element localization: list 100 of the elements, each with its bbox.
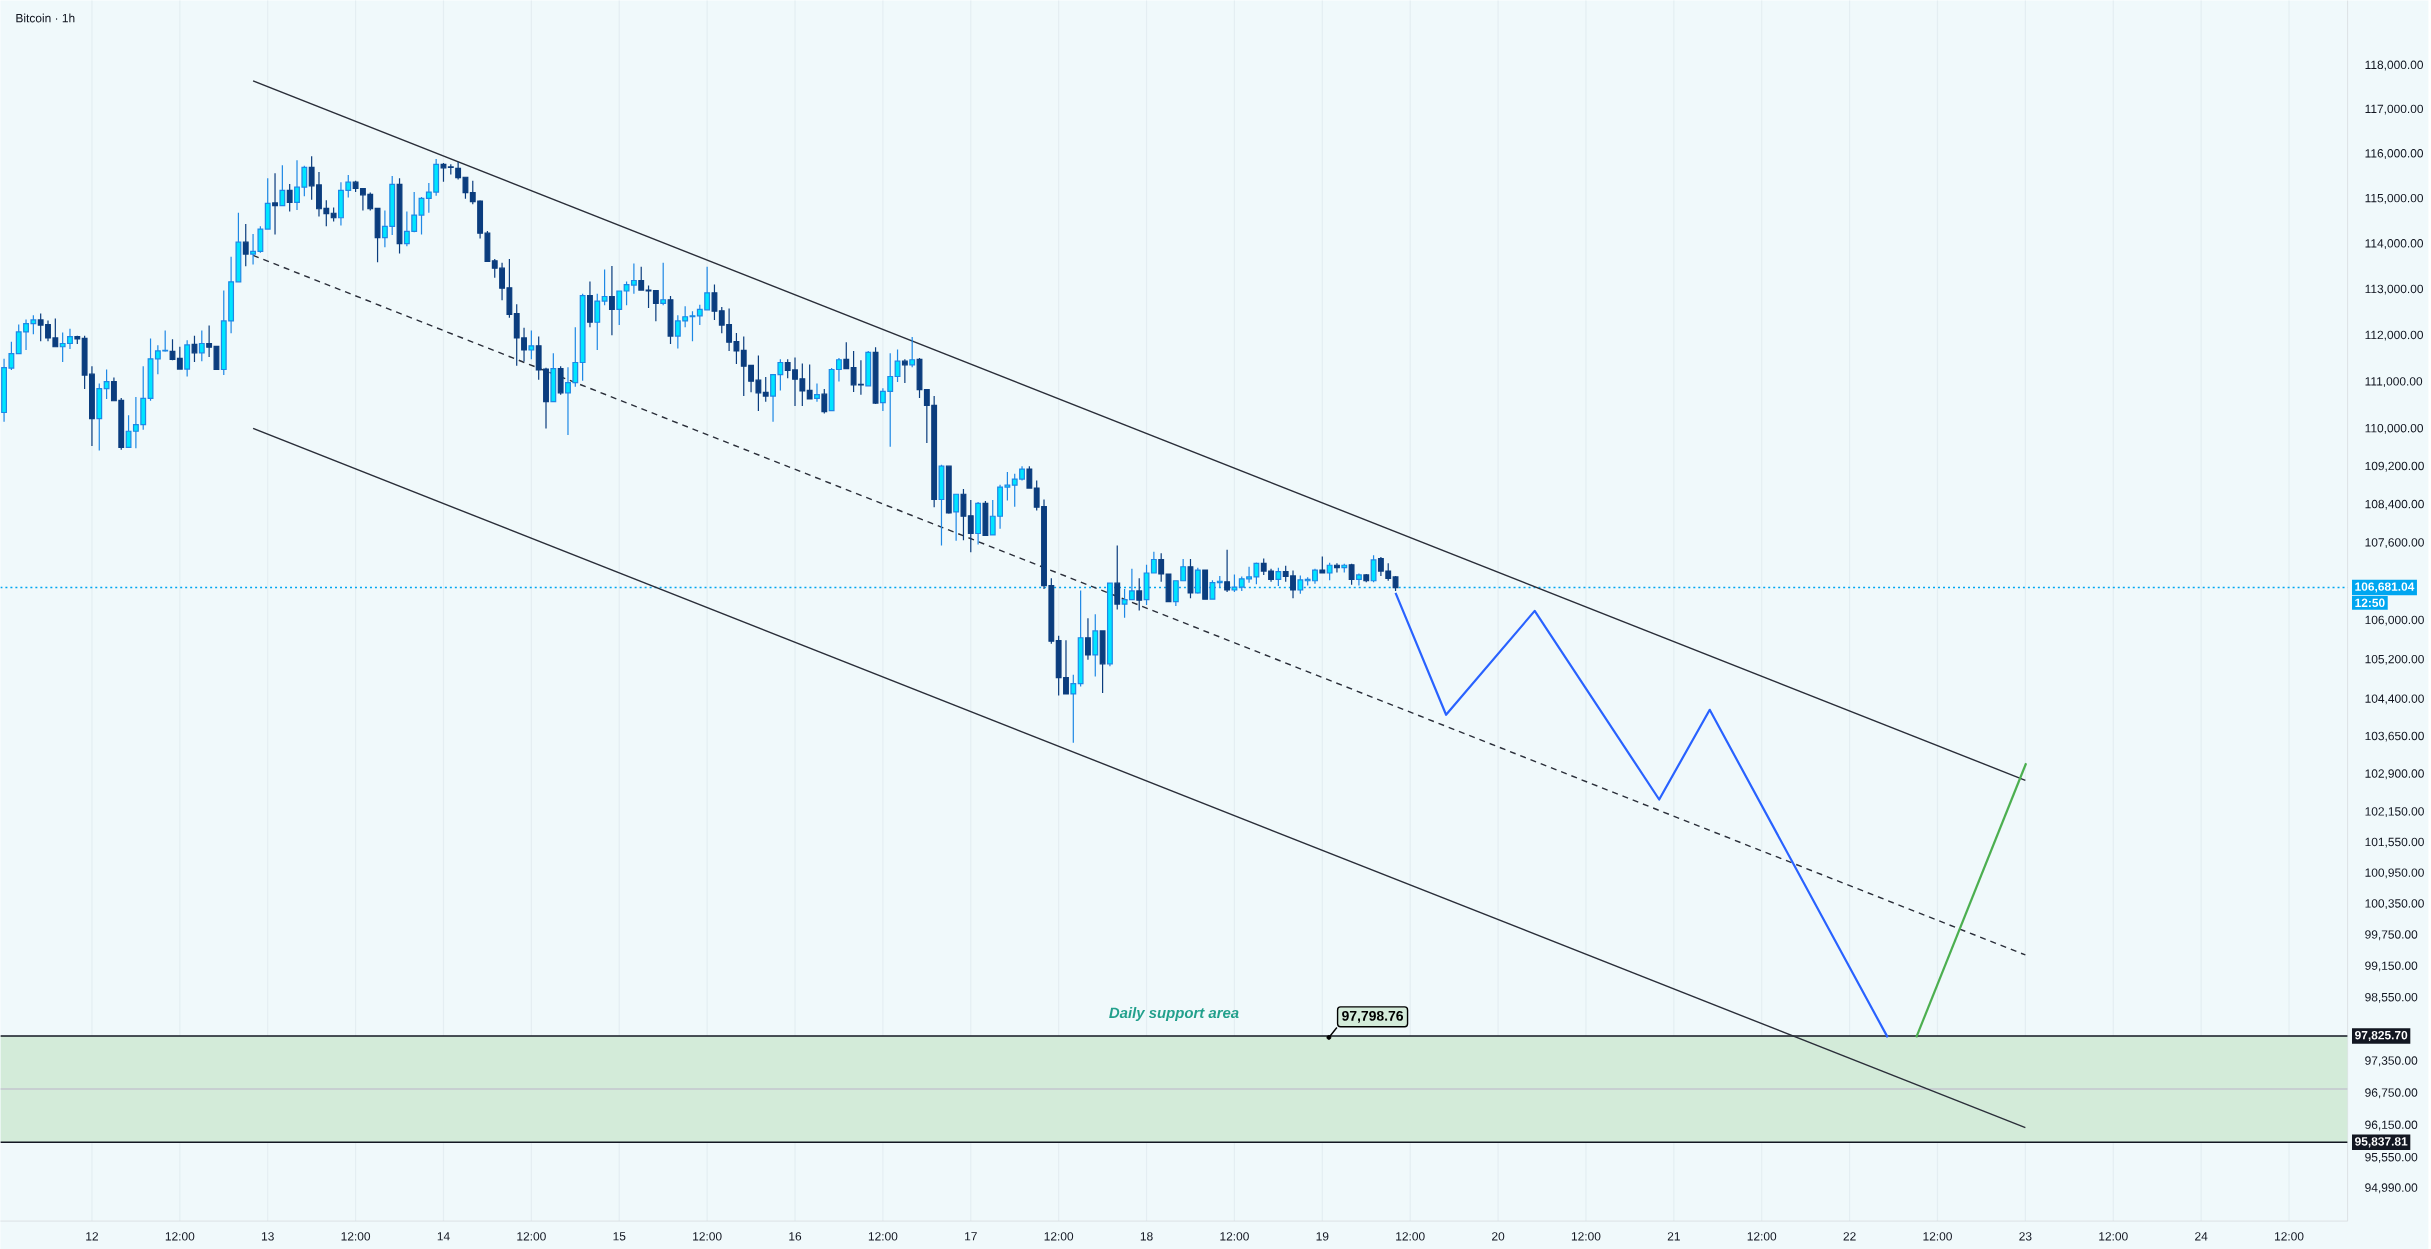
y-tick-label: 102,900.00 [2365,769,2424,780]
candlestick [1187,558,1194,599]
y-tick-label: 101,550.00 [2365,837,2424,848]
candlestick [865,350,872,387]
candlestick [638,266,645,291]
candlestick [975,501,982,546]
y-tick-label: 105,200.00 [2365,654,2424,665]
candlestick [1165,573,1172,603]
x-tick-label: 22 [1843,1232,1856,1241]
candlestick [1370,554,1377,583]
x-tick-label: 20 [1492,1232,1505,1241]
candlestick [821,388,828,414]
y-tick-label: 100,350.00 [2365,899,2424,910]
candlestick [608,265,615,336]
candlestick [1319,555,1326,574]
y-tick-label: 109,200.00 [2365,461,2424,472]
x-tick-label: 12 [86,1232,98,1241]
ref-line-label: 95,837.81 [2355,1137,2408,1148]
x-tick-label: 12:00 [517,1232,546,1241]
y-tick-label: 115,000.00 [2365,193,2424,204]
candlestick [938,464,945,547]
x-tick-label: 17 [965,1232,977,1241]
candlestick [1355,572,1362,587]
x-tick-label: 12:00 [2099,1232,2128,1241]
candlestick [1070,674,1077,744]
candlestick [1392,575,1399,592]
y-tick-label: 110,000.00 [2365,423,2424,434]
candlestick [286,183,293,213]
x-tick-label: 12:00 [165,1232,195,1241]
x-tick-label: 12:00 [693,1232,722,1241]
y-tick-label: 94,990.00 [2365,1183,2418,1194]
candlestick [711,283,718,321]
y-tick-label: 96,150.00 [2365,1120,2418,1131]
y-tick-label: 117,000.00 [2365,104,2424,115]
x-tick-label: 12:00 [868,1232,898,1241]
candlestick [1231,573,1238,593]
y-tick-label: 102,150.00 [2365,807,2424,818]
y-tick-label: 111,000.00 [2365,377,2423,387]
candlestick [1114,544,1121,610]
candlestick [1136,577,1143,611]
band-label: Daily support area [1109,1007,1239,1021]
candlestick [103,368,110,400]
candlestick [909,336,916,368]
x-tick-label: 12:00 [1571,1232,1601,1241]
y-tick-label: 104,400.00 [2365,694,2424,705]
candlestick [594,293,601,351]
candlestick [814,382,820,403]
x-tick-label: 12:00 [1044,1232,1074,1241]
y-tick-label: 97,350.00 [2365,1056,2418,1067]
y-tick-label: 99,750.00 [2365,930,2418,941]
annotation: 97,798.76 [1342,1010,1404,1023]
candlestick [1106,582,1113,667]
candlestick [74,335,81,345]
y-tick-label: 98,550.00 [2365,992,2418,1003]
candlestick [1297,574,1304,595]
ref-line-label: 106,681.04 [2355,582,2415,593]
candlestick [660,262,667,306]
candlestick [264,177,271,230]
candlestick [967,499,974,553]
candlestick [440,162,447,183]
y-tick-label: 103,650.00 [2365,731,2424,742]
y-tick-label: 114,000.00 [2365,239,2424,249]
candlestick [96,382,103,452]
y-tick-label: 108,400.00 [2365,499,2424,510]
candlestick [901,358,908,384]
candlestick [960,488,967,541]
candlestick [667,295,674,345]
candlestick [806,363,813,400]
candlestick [374,207,381,263]
candlestick [557,365,564,396]
candlestick [1158,552,1165,583]
candlestick [1085,617,1091,661]
x-tick-label: 23 [2019,1232,2032,1241]
x-tick-label: 14 [437,1232,450,1241]
candlestick [1026,465,1033,489]
x-tick-label: 21 [1667,1232,1680,1241]
x-tick-label: 12:00 [1747,1232,1777,1241]
y-tick-label: 116,000.00 [2365,149,2424,159]
candlestick [953,493,960,542]
candlestick [1363,573,1370,583]
y-tick-label: 99,150.00 [2365,961,2418,972]
text: Bitcoin · 1h [16,13,75,23]
x-tick-label: 16 [789,1232,802,1241]
candlestick [198,329,205,362]
candlestick [1099,630,1106,694]
candlestick [601,268,608,306]
x-tick-label: 24 [2195,1232,2208,1241]
candlestick [1275,567,1282,587]
y-tick-label: 106,000.00 [2365,615,2424,626]
y-tick-label: 96,750.00 [2365,1088,2418,1099]
x-tick-label: 15 [613,1232,626,1241]
candlestick [587,280,593,328]
candlestick [1348,563,1355,586]
candlestick [528,329,535,360]
candlestick [982,500,989,536]
candlestick [843,341,850,370]
candlestick [872,346,879,405]
candlestick [1326,562,1333,581]
x-tick-label: 12:00 [1396,1232,1425,1241]
candlestick [1209,579,1216,600]
